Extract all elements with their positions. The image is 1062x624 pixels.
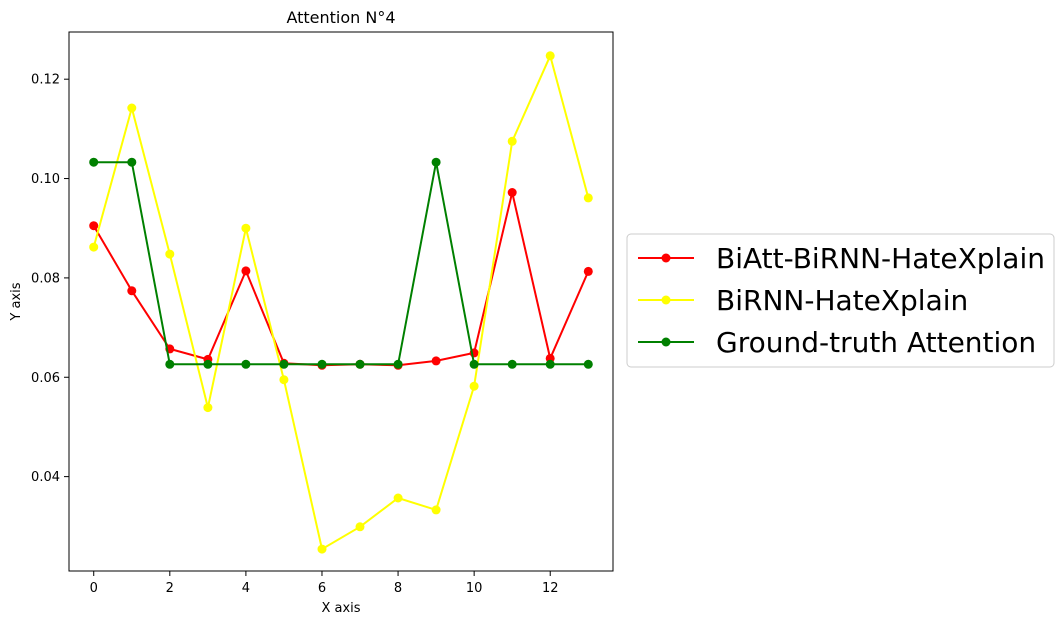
x-tick-label: 0	[90, 581, 98, 596]
series-1-point	[545, 51, 555, 61]
series-1-point	[469, 381, 479, 391]
y-tick-label: 0.04	[31, 470, 60, 485]
series-2-point	[241, 359, 251, 369]
x-tick-label: 8	[394, 581, 402, 596]
series-line-1	[92, 52, 590, 551]
x-tick-label: 6	[318, 581, 326, 596]
series-line-2	[93, 161, 589, 366]
plot-frame	[68, 31, 614, 572]
series-1-point	[203, 403, 213, 413]
series-0-point	[89, 221, 99, 231]
legend: BiAtt-BiRNN-HateXplain BiRNN-HateXplain Gr…	[626, 233, 1055, 368]
series-2-point	[165, 359, 175, 369]
series-1-point	[317, 544, 327, 554]
series-1-point	[431, 505, 441, 515]
legend-marker-0	[661, 253, 671, 263]
legend-label-1: BiRNN-HateXplain	[716, 284, 968, 317]
series-1-point	[241, 223, 251, 233]
series-2-point	[469, 359, 479, 369]
x-tick-label: 4	[242, 581, 250, 596]
legend-label-0: BiAtt-BiRNN-HateXplain	[716, 242, 1045, 275]
series-2-point	[317, 359, 327, 369]
series-1-point	[279, 375, 289, 385]
series-2-point	[393, 359, 403, 369]
y-axis-label: Y axis	[9, 282, 24, 321]
chart-title: Attention N°4	[286, 8, 395, 27]
series-2-point	[583, 359, 593, 369]
series-1-point	[583, 193, 593, 203]
series-0-point	[507, 188, 517, 197]
x-axis-label: X axis	[321, 601, 360, 616]
y-tick-label: 0.06	[31, 371, 60, 386]
series-2-point	[507, 359, 517, 369]
series-line-0	[92, 192, 590, 367]
series-0-point	[127, 286, 137, 296]
series-1-point	[355, 522, 365, 532]
y-axis: 0.04 0.06 0.08 0.10 0.12	[31, 73, 69, 485]
series-2-point	[431, 157, 441, 167]
x-tick-label: 12	[542, 581, 559, 596]
x-axis: 0 2 4 6 8 10 12	[90, 571, 559, 596]
series-2-point	[279, 359, 289, 369]
y-tick-label: 0.08	[31, 271, 60, 286]
series-0-point	[431, 356, 441, 366]
series-2-point	[127, 157, 137, 167]
legend-marker-2	[661, 337, 671, 347]
series-1-point	[393, 493, 403, 503]
series-1-point	[165, 249, 175, 259]
series-0-point	[583, 266, 593, 276]
series-1-point	[127, 103, 137, 113]
legend-label-2: Ground-truth Attention	[716, 326, 1036, 359]
series-1-point	[507, 136, 517, 146]
y-tick-label: 0.10	[31, 172, 60, 187]
x-tick-label: 2	[166, 581, 174, 596]
series-2-point	[355, 359, 365, 369]
series-2-point	[89, 157, 99, 167]
legend-box	[626, 233, 1055, 368]
series-1-point	[89, 242, 99, 252]
series-2-point	[203, 359, 213, 369]
series-2-point	[545, 359, 555, 369]
y-tick-label: 0.12	[31, 73, 60, 88]
series-0-point	[241, 266, 251, 276]
plot-area	[68, 31, 614, 572]
x-tick-label: 10	[466, 581, 483, 596]
legend-marker-1	[661, 295, 671, 305]
